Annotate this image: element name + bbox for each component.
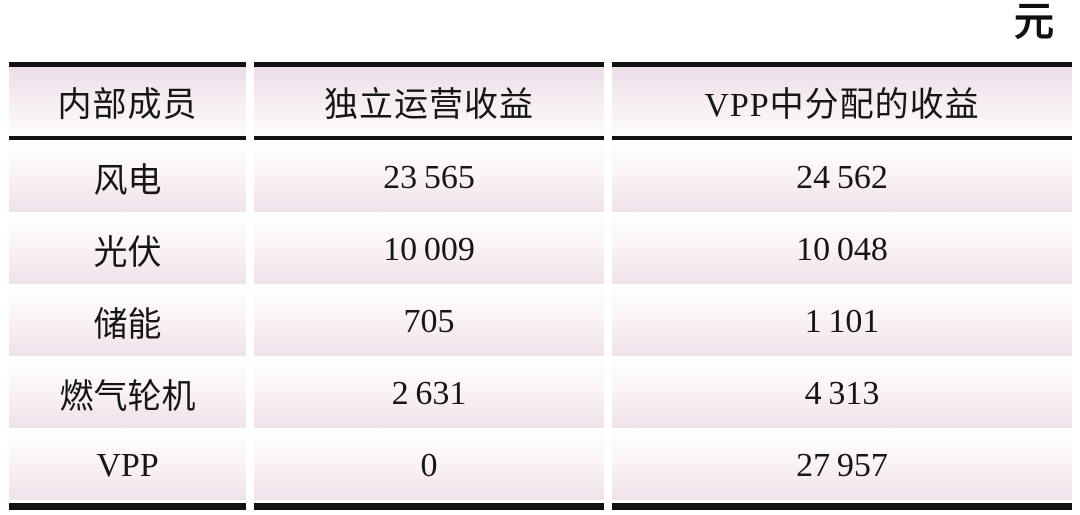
table-row-storage-independent: 705 bbox=[254, 287, 604, 356]
bottom-rule-segment bbox=[612, 503, 1072, 510]
table-row-pv-vpp-allocated: 10 048 bbox=[612, 215, 1072, 284]
table-row-wind-vpp-allocated: 24 562 bbox=[612, 143, 1072, 212]
column-header-member: 内部成员 bbox=[9, 62, 246, 140]
table-row-pv-independent: 10 009 bbox=[254, 215, 604, 284]
table-row-wind-independent: 23 565 bbox=[254, 143, 604, 212]
table-row-storage-vpp-allocated: 1 101 bbox=[612, 287, 1072, 356]
table-row-wind-member: 风电 bbox=[9, 143, 246, 212]
bottom-rule-segment bbox=[254, 503, 604, 510]
table-row-gasturbine-independent: 2 631 bbox=[254, 359, 604, 428]
column-header-independent-revenue: 独立运营收益 bbox=[254, 62, 604, 140]
table-row-vpp-vpp-allocated: 27 957 bbox=[612, 431, 1072, 500]
table-row-pv-member: 光伏 bbox=[9, 215, 246, 284]
table-row-vpp-independent: 0 bbox=[254, 431, 604, 500]
revenue-table: 内部成员 独立运营收益 VPP中分配的收益 风电 23 565 24 562 光… bbox=[9, 62, 1072, 510]
unit-label: 元 bbox=[1014, 0, 1054, 45]
table-row-gasturbine-vpp-allocated: 4 313 bbox=[612, 359, 1072, 428]
column-header-vpp-allocated-revenue: VPP中分配的收益 bbox=[612, 62, 1072, 140]
bottom-rule-segment bbox=[9, 503, 246, 510]
table-row-gasturbine-member: 燃气轮机 bbox=[9, 359, 246, 428]
table-row-storage-member: 储能 bbox=[9, 287, 246, 356]
table-row-vpp-member: VPP bbox=[9, 431, 246, 500]
